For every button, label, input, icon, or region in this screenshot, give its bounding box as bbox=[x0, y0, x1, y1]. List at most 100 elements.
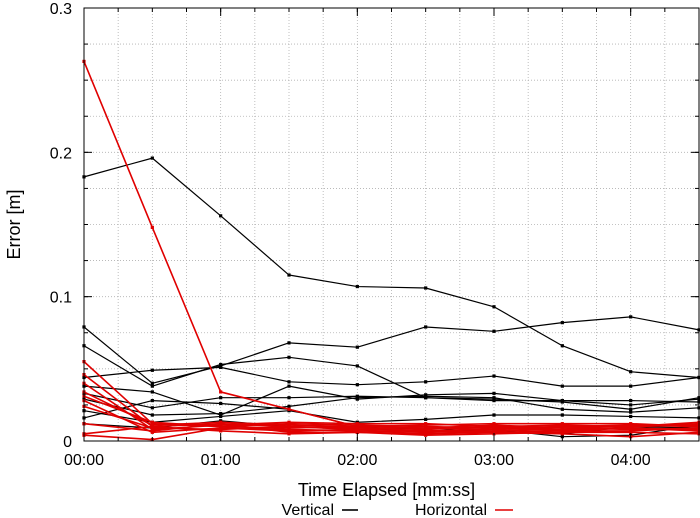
legend: Vertical Horizontal bbox=[282, 502, 513, 518]
data-point bbox=[355, 427, 359, 432]
data-point bbox=[629, 384, 633, 388]
data-point bbox=[219, 411, 223, 416]
data-point bbox=[150, 413, 154, 417]
series-line-vertical bbox=[83, 157, 700, 379]
data-point bbox=[424, 286, 428, 290]
data-point bbox=[492, 329, 496, 333]
data-point bbox=[629, 398, 633, 403]
x-tick-label: 04:00 bbox=[611, 452, 651, 469]
data-point bbox=[287, 404, 291, 408]
data-point bbox=[560, 321, 564, 325]
data-point bbox=[424, 380, 428, 384]
y-axis-label: Error [m] bbox=[4, 190, 24, 260]
data-point bbox=[150, 390, 154, 394]
data-point bbox=[492, 424, 496, 429]
data-point bbox=[150, 398, 154, 403]
data-point bbox=[629, 403, 633, 407]
data-point bbox=[629, 423, 633, 427]
y-tick-label: 0 bbox=[63, 434, 72, 451]
data-point bbox=[150, 420, 154, 424]
data-point bbox=[287, 407, 291, 411]
data-point bbox=[424, 417, 428, 421]
data-point bbox=[219, 414, 223, 419]
series-line-horizontal bbox=[83, 425, 700, 437]
data-point bbox=[150, 368, 154, 372]
data-point bbox=[150, 424, 154, 429]
data-point bbox=[219, 365, 223, 369]
x-tick-label: 01:00 bbox=[201, 452, 241, 469]
data-point bbox=[560, 430, 564, 434]
data-point bbox=[424, 325, 428, 329]
x-tick-label: 00:00 bbox=[64, 452, 104, 469]
data-point bbox=[287, 432, 291, 436]
series-line-vertical bbox=[83, 366, 700, 387]
data-point bbox=[355, 396, 359, 400]
data-point bbox=[629, 410, 633, 414]
data-point bbox=[219, 426, 223, 430]
data-point bbox=[492, 391, 496, 395]
data-point bbox=[560, 384, 564, 388]
data-point bbox=[219, 396, 223, 400]
data-point bbox=[150, 384, 154, 388]
data-point bbox=[355, 430, 359, 434]
data-point bbox=[492, 398, 496, 403]
data-point bbox=[492, 413, 496, 417]
legend-label-vertical: Vertical bbox=[282, 502, 334, 518]
series-line-vertical bbox=[83, 345, 700, 410]
y-tick-label: 0.3 bbox=[50, 1, 72, 18]
data-point bbox=[560, 413, 564, 417]
data-point bbox=[492, 422, 496, 426]
series-group-horizontal bbox=[82, 59, 700, 442]
plot-area bbox=[82, 59, 700, 442]
data-point bbox=[355, 364, 359, 368]
data-point bbox=[150, 156, 154, 160]
axis-ticks: 00:00 01:00 02:00 03:00 04:00 0 0.1 0.2 0.3 bbox=[50, 1, 699, 469]
data-point bbox=[287, 422, 291, 426]
series-line-vertical bbox=[83, 410, 700, 423]
data-point bbox=[424, 424, 428, 429]
data-point bbox=[219, 362, 223, 367]
data-point bbox=[219, 429, 223, 433]
data-point bbox=[287, 396, 291, 400]
grid bbox=[84, 8, 699, 441]
data-point bbox=[219, 214, 223, 218]
data-point bbox=[219, 422, 223, 426]
data-point bbox=[150, 225, 154, 229]
series-line-horizontal bbox=[83, 427, 700, 441]
data-point bbox=[150, 381, 154, 385]
x-axis-label: Time Elapsed [mm:ss] bbox=[298, 480, 475, 500]
data-point bbox=[355, 345, 359, 349]
data-point bbox=[287, 384, 291, 388]
data-point bbox=[355, 383, 359, 387]
y-tick-label: 0.2 bbox=[50, 145, 72, 162]
data-point bbox=[629, 414, 633, 419]
data-point bbox=[492, 374, 496, 378]
data-point bbox=[560, 422, 564, 426]
data-point bbox=[629, 407, 633, 411]
data-point bbox=[629, 426, 633, 430]
data-point bbox=[560, 407, 564, 411]
series-line-vertical bbox=[83, 316, 700, 384]
y-tick-label: 0.1 bbox=[50, 290, 72, 307]
data-point bbox=[560, 398, 564, 403]
x-tick-label: 03:00 bbox=[474, 452, 514, 469]
data-point bbox=[424, 433, 428, 437]
data-point bbox=[150, 406, 154, 410]
data-point bbox=[150, 429, 154, 433]
data-point bbox=[560, 424, 564, 429]
data-point bbox=[492, 396, 496, 400]
data-point bbox=[560, 435, 564, 439]
data-point bbox=[287, 355, 291, 359]
data-point bbox=[629, 315, 633, 319]
data-point bbox=[424, 429, 428, 433]
series-line-vertical bbox=[83, 395, 700, 416]
data-point bbox=[287, 273, 291, 277]
data-point bbox=[560, 344, 564, 348]
data-point bbox=[287, 429, 291, 433]
data-point bbox=[355, 423, 359, 427]
data-point bbox=[219, 401, 223, 406]
legend-label-horizontal: Horizontal bbox=[415, 502, 487, 518]
data-point bbox=[287, 424, 291, 429]
data-point bbox=[492, 305, 496, 309]
